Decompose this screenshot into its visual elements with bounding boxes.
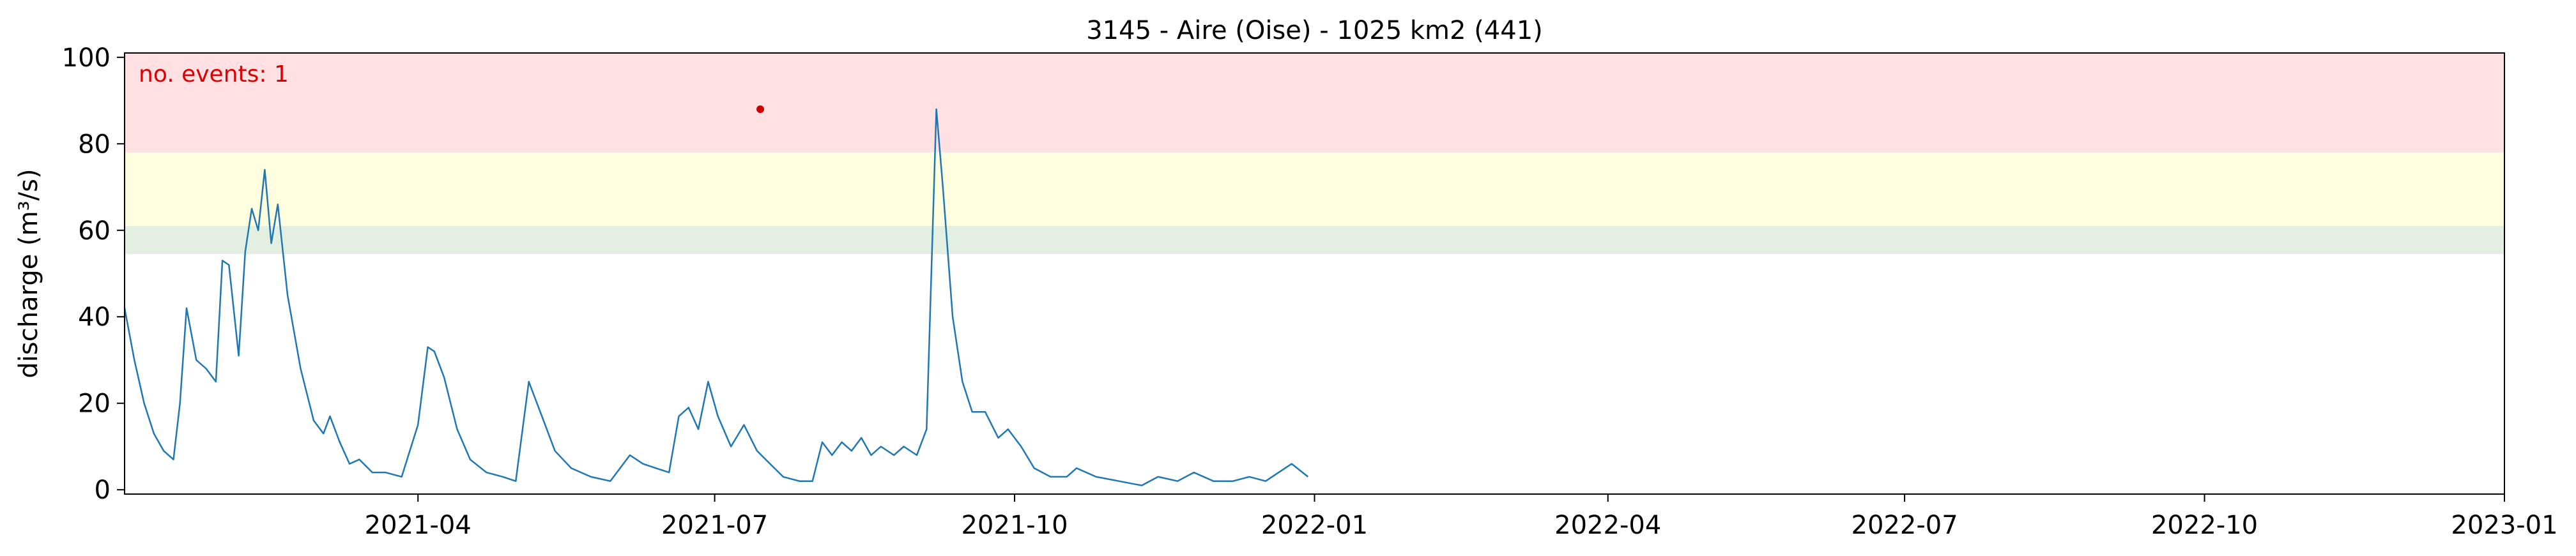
threshold-band-3: [125, 53, 2504, 153]
y-axis: 0 20 40 60 80 100: [62, 43, 125, 505]
x-tick-label: 2021-07: [661, 511, 768, 540]
threshold-bands: [125, 53, 2504, 255]
y-tick-label: 40: [78, 303, 111, 332]
x-tick-label: 2022-10: [2151, 511, 2258, 540]
x-tick-label: 2021-04: [365, 511, 471, 540]
y-tick-label: 20: [78, 389, 111, 419]
x-tick-label: 2021-10: [961, 511, 1068, 540]
threshold-band-1: [125, 225, 2504, 255]
events-annotation: no. events: 1: [139, 61, 289, 87]
series-line-1: [123, 108, 1309, 486]
series-layer: [123, 108, 1309, 486]
x-tick-label: 2022-04: [1554, 511, 1661, 540]
y-tick-label: 0: [95, 476, 111, 505]
y-tick-label: 60: [78, 216, 111, 246]
y-axis-label: discharge (m³/s): [14, 169, 43, 378]
event-layer: [756, 105, 765, 114]
x-tick-label: 2022-07: [1851, 511, 1958, 540]
event-marker: [756, 105, 765, 114]
y-tick-label: 80: [78, 130, 111, 159]
x-axis: 2021-04 2021-07 2021-10 2022-01 2022-04 2022-…: [365, 494, 2558, 540]
chart-title: 3145 - Aire (Oise) - 1025 km2 (441): [1086, 16, 1543, 45]
x-tick-label: 2023-01: [2451, 511, 2557, 540]
threshold-band-2: [125, 152, 2504, 226]
y-tick-label: 100: [62, 43, 111, 73]
x-tick-label: 2022-01: [1261, 511, 1368, 540]
